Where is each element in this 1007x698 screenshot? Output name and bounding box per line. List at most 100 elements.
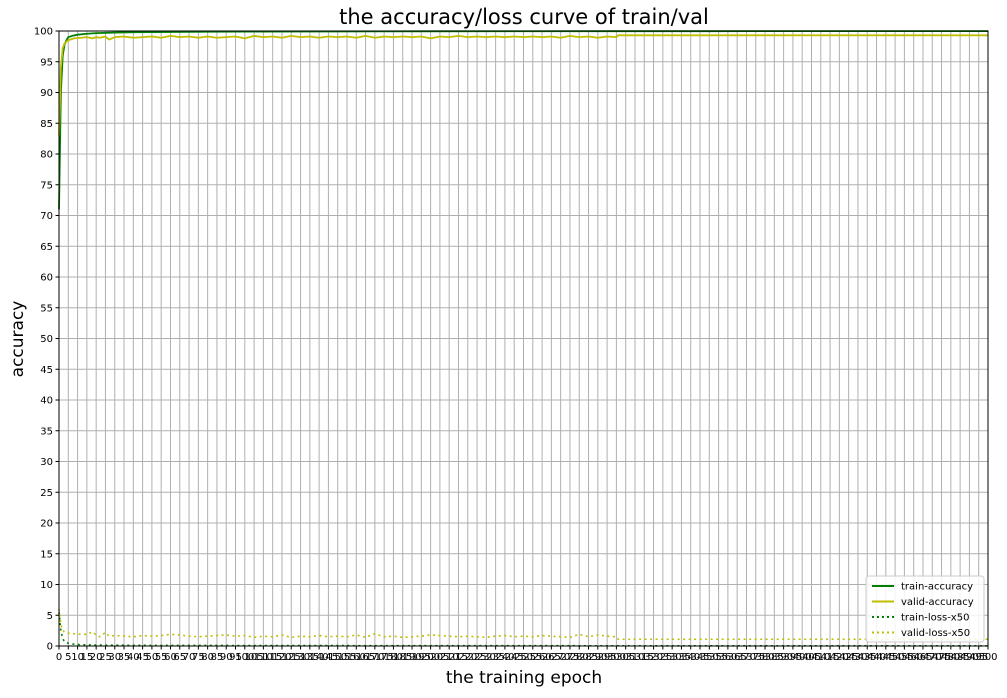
- x-tick-label: 350: [700, 652, 719, 663]
- x-tick-label: 90: [220, 652, 233, 663]
- x-tick-label: 390: [774, 652, 793, 663]
- x-tick-label: 5: [65, 652, 71, 663]
- x-tick-label: 95: [229, 652, 242, 663]
- x-tick-label: 220: [458, 652, 477, 663]
- x-tick-label: 325: [653, 652, 672, 663]
- x-tick-label: 365: [728, 652, 747, 663]
- x-tick-label: 195: [412, 652, 431, 663]
- x-tick-label: 225: [468, 652, 487, 663]
- x-tick-label: 465: [913, 652, 932, 663]
- x-tick-label: 310: [625, 652, 644, 663]
- y-tick-label: 5: [47, 611, 53, 622]
- x-tick-label: 205: [430, 652, 449, 663]
- x-tick-label: 295: [598, 652, 617, 663]
- series-line-valid-accuracy: [58, 34, 988, 136]
- x-tick-label: 380: [755, 652, 774, 663]
- x-tick-label: 60: [164, 652, 177, 663]
- x-tick-label: 405: [802, 652, 821, 663]
- chart-title: the accuracy/loss curve of train/val: [339, 5, 709, 29]
- x-tick-label: 190: [402, 652, 421, 663]
- x-tick-label: 55: [155, 652, 168, 663]
- x-tick-label: 210: [440, 652, 459, 663]
- x-tick-label: 345: [690, 652, 709, 663]
- grid-layer: [58, 30, 989, 647]
- x-tick-label: 30: [108, 652, 121, 663]
- x-tick-label: 170: [365, 652, 384, 663]
- x-tick-label: 475: [932, 652, 951, 663]
- x-tick-label: 460: [904, 652, 923, 663]
- x-tick-label: 315: [635, 652, 654, 663]
- x-tick-label: 450: [886, 652, 905, 663]
- x-tick-label: 495: [969, 652, 988, 663]
- x-tick-label: 200: [421, 652, 440, 663]
- x-tick-label: 385: [765, 652, 784, 663]
- y-tick-label: 35: [40, 426, 53, 437]
- y-tick-label: 0: [47, 642, 53, 653]
- y-tick-label: 20: [40, 519, 53, 530]
- x-tick-label: 110: [254, 652, 273, 663]
- x-tick-label: 250: [514, 652, 533, 663]
- x-tick-label: 400: [793, 652, 812, 663]
- x-tick-label: 410: [811, 652, 830, 663]
- x-tick-label: 255: [523, 652, 542, 663]
- x-tick-label: 425: [839, 652, 858, 663]
- x-tick-label: 120: [272, 652, 291, 663]
- x-tick-label: 100: [235, 652, 254, 663]
- x-tick-label: 25: [99, 652, 112, 663]
- y-tick-label: 40: [40, 396, 53, 407]
- y-tick-label: 45: [40, 365, 53, 376]
- x-tick-label: 45: [136, 652, 149, 663]
- y-tick-label: 55: [40, 303, 53, 314]
- plot-frame: [58, 30, 989, 647]
- x-tick-label: 370: [737, 652, 756, 663]
- x-tick-label: 155: [337, 652, 356, 663]
- y-tick-label: 90: [40, 88, 53, 99]
- y-tick-label: 95: [40, 57, 53, 68]
- x-tick-label: 40: [127, 652, 140, 663]
- y-tick-layer: 0 5 10 15 20 25 30 35 40 45 50 55 60 65 70 75 80 85 90 95 10…: [34, 27, 59, 653]
- legend-box: [865, 575, 985, 643]
- x-tick-label: 290: [588, 652, 607, 663]
- x-tick-label: 160: [347, 652, 366, 663]
- legend-label: train-loss-x50: [901, 613, 969, 624]
- x-tick-label: 140: [310, 652, 329, 663]
- x-tick-label: 395: [783, 652, 802, 663]
- x-tick-label: 10: [71, 652, 84, 663]
- x-tick-label: 85: [211, 652, 224, 663]
- x-tick-label: 485: [951, 652, 970, 663]
- y-tick-label: 100: [34, 27, 53, 38]
- y-tick-label: 25: [40, 488, 53, 499]
- x-tick-label: 375: [746, 652, 765, 663]
- x-tick-label: 330: [663, 652, 682, 663]
- x-tick-label: 270: [551, 652, 570, 663]
- x-tick-label: 360: [718, 652, 737, 663]
- y-tick-label: 30: [40, 457, 53, 468]
- x-tick-label: 415: [821, 652, 840, 663]
- x-tick-label: 445: [876, 652, 895, 663]
- x-tick-label: 235: [486, 652, 505, 663]
- x-tick-label: 470: [923, 652, 942, 663]
- x-tick-label: 115: [263, 652, 282, 663]
- x-tick-label: 455: [895, 652, 914, 663]
- y-tick-label: 50: [40, 334, 53, 345]
- x-tick-label: 175: [375, 652, 394, 663]
- x-tick-label: 75: [192, 652, 205, 663]
- x-tick-label: 165: [356, 652, 375, 663]
- x-tick-label: 70: [183, 652, 196, 663]
- x-tick-label: 435: [858, 652, 877, 663]
- x-tick-label: 185: [393, 652, 412, 663]
- x-tick-label: 320: [644, 652, 663, 663]
- x-tick-label: 80: [201, 652, 214, 663]
- x-tick-label: 440: [867, 652, 886, 663]
- y-tick-label: 85: [40, 119, 53, 130]
- x-tick-label: 245: [505, 652, 524, 663]
- x-tick-label: 65: [173, 652, 186, 663]
- legend-label: valid-loss-x50: [901, 628, 970, 639]
- y-tick-label: 65: [40, 242, 53, 253]
- x-tick-label: 420: [830, 652, 849, 663]
- x-tick-label: 260: [533, 652, 552, 663]
- x-tick-label: 285: [579, 652, 598, 663]
- y-tick-label: 75: [40, 180, 53, 191]
